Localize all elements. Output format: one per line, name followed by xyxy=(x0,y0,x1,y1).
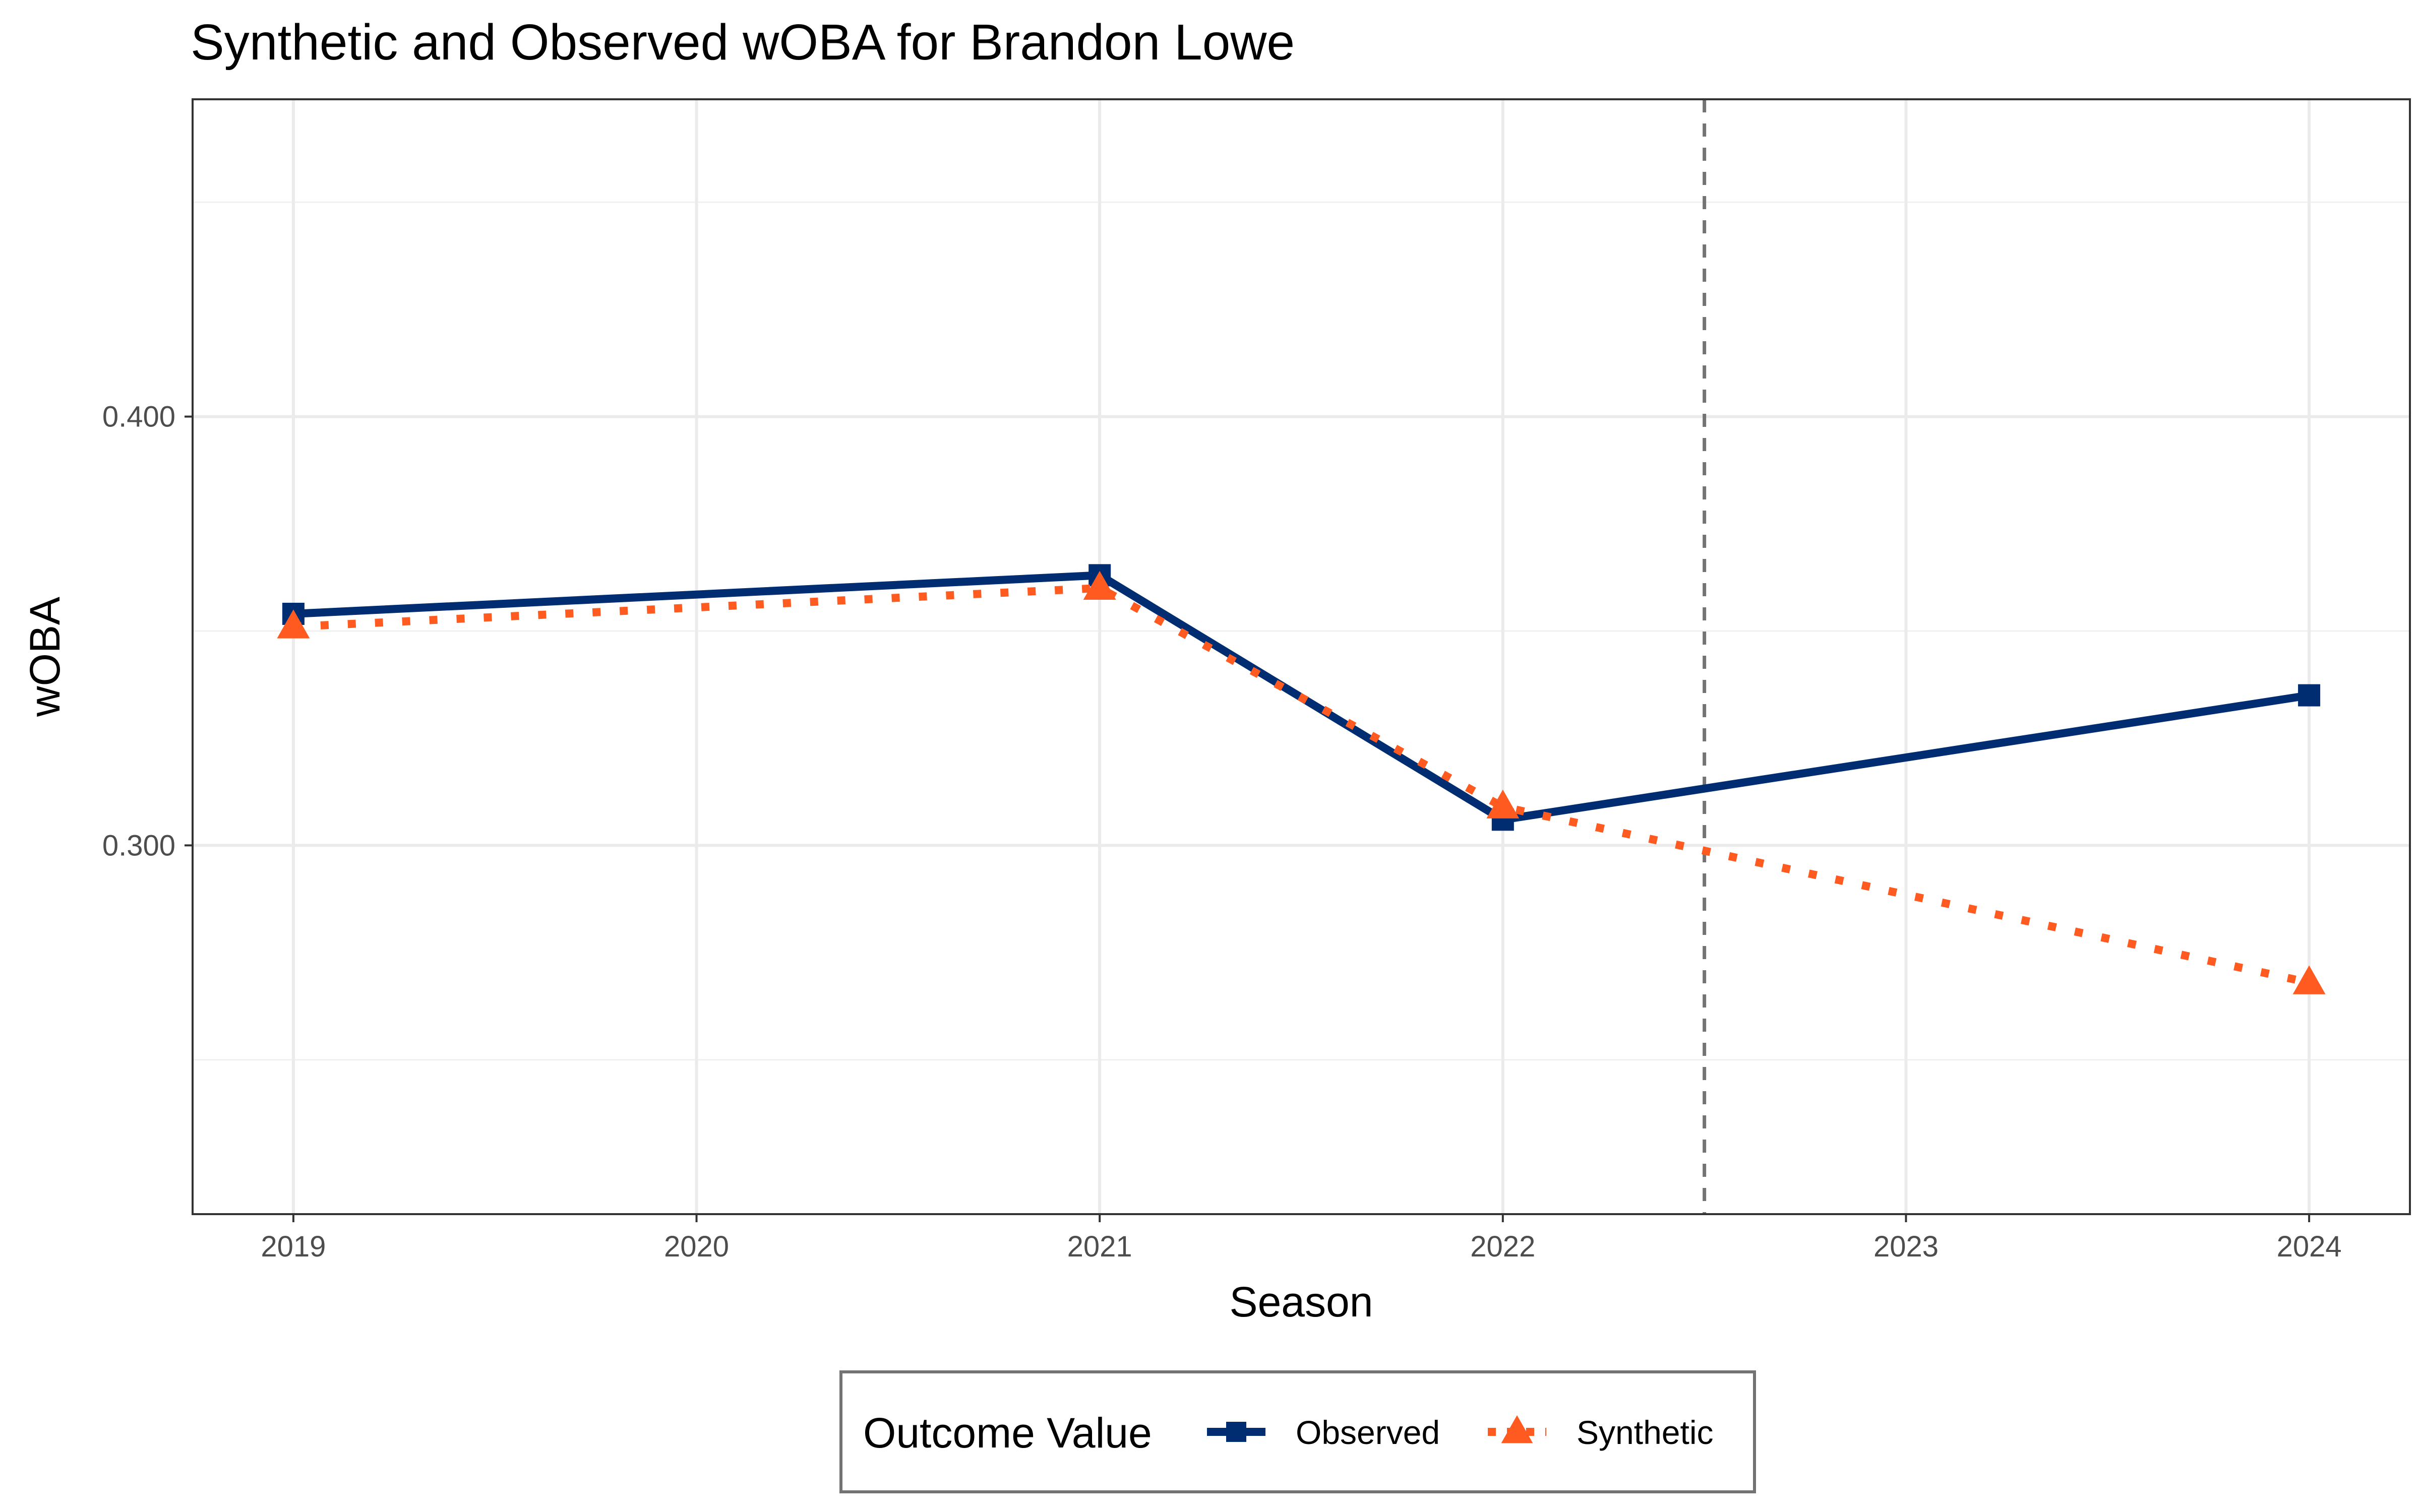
legend-label-observed: Observed xyxy=(1296,1414,1440,1451)
major-gridlines xyxy=(193,99,2410,1214)
data-point-synthetic-2 xyxy=(1486,789,1520,818)
x-tick-label: 2023 xyxy=(1873,1230,1939,1263)
data-point-observed-3 xyxy=(2298,684,2321,707)
x-tick-label: 2019 xyxy=(261,1230,326,1263)
data-point-synthetic-0 xyxy=(277,609,310,639)
series-synthetic xyxy=(277,571,2326,994)
y-tick-label: 0.400 xyxy=(102,401,175,433)
legend-key-marker-synthetic xyxy=(1501,1415,1533,1443)
plot-area xyxy=(192,98,2411,1215)
legend-title: Outcome Value xyxy=(863,1409,1152,1457)
y-axis-title: wOBA xyxy=(21,597,69,717)
chart-title: Synthetic and Observed wOBA for Brandon … xyxy=(191,14,1295,71)
x-tick-label: 2024 xyxy=(2277,1230,2342,1263)
legend: Outcome Value Observed Synthetic xyxy=(839,1370,1756,1493)
legend-item-observed: Observed xyxy=(1207,1414,1440,1451)
legend-box xyxy=(839,1370,1756,1493)
x-axis-title: Season xyxy=(1230,1278,1373,1326)
y-axis: 0.300 0.400 xyxy=(102,401,193,862)
legend-item-synthetic: Synthetic xyxy=(1488,1414,1713,1451)
x-axis: 2019 2020 2021 2022 2023 2024 xyxy=(261,1214,2342,1263)
plot-border xyxy=(192,98,2411,1215)
x-tick-label: 2022 xyxy=(1470,1230,1535,1263)
plot-background xyxy=(193,99,2410,1214)
series-layer xyxy=(277,564,2326,994)
data-point-synthetic-1 xyxy=(1083,571,1116,600)
data-point-synthetic-3 xyxy=(2292,965,2326,994)
legend-label-synthetic: Synthetic xyxy=(1577,1414,1713,1451)
minor-gridlines xyxy=(193,201,2410,1061)
legend-key-marker-observed xyxy=(1226,1422,1246,1442)
x-tick-label: 2021 xyxy=(1067,1230,1132,1263)
y-tick-label: 0.300 xyxy=(102,829,175,862)
series-line-synthetic xyxy=(293,584,2310,987)
x-tick-label: 2020 xyxy=(664,1230,729,1263)
legend-items: Observed Synthetic xyxy=(1207,1414,1713,1451)
